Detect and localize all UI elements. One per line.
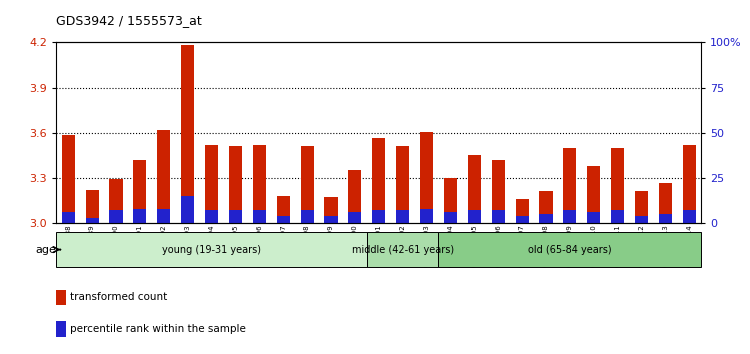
Bar bbox=[277, 196, 290, 223]
Bar bbox=[682, 210, 696, 223]
Text: old (65-84 years): old (65-84 years) bbox=[528, 245, 612, 255]
Bar bbox=[62, 135, 75, 223]
Bar bbox=[372, 138, 386, 223]
Bar bbox=[301, 210, 313, 223]
Text: middle (42-61 years): middle (42-61 years) bbox=[352, 245, 454, 255]
Bar bbox=[635, 216, 648, 223]
Bar bbox=[301, 146, 313, 223]
Bar bbox=[515, 199, 529, 223]
Bar bbox=[86, 190, 99, 223]
Bar bbox=[134, 209, 146, 223]
Bar bbox=[468, 155, 481, 223]
Bar bbox=[253, 145, 266, 223]
Bar bbox=[348, 212, 361, 223]
Bar bbox=[325, 198, 338, 223]
Bar bbox=[181, 46, 194, 223]
Bar bbox=[62, 212, 75, 223]
Bar bbox=[563, 210, 577, 223]
Bar bbox=[611, 148, 624, 223]
Bar bbox=[277, 216, 290, 223]
Bar bbox=[539, 192, 553, 223]
Text: percentile rank within the sample: percentile rank within the sample bbox=[70, 324, 246, 334]
Bar bbox=[367, 232, 439, 267]
Bar bbox=[587, 166, 600, 223]
Bar bbox=[372, 210, 386, 223]
Text: GDS3942 / 1555573_at: GDS3942 / 1555573_at bbox=[56, 14, 202, 27]
Bar bbox=[468, 210, 481, 223]
Bar bbox=[86, 218, 99, 223]
Bar bbox=[56, 232, 367, 267]
Bar bbox=[325, 216, 338, 223]
Bar bbox=[420, 209, 433, 223]
Bar bbox=[229, 146, 242, 223]
Bar bbox=[658, 183, 672, 223]
Bar bbox=[110, 210, 122, 223]
Bar bbox=[444, 178, 457, 223]
Bar bbox=[658, 214, 672, 223]
Bar bbox=[515, 216, 529, 223]
Bar bbox=[539, 214, 553, 223]
Bar bbox=[682, 145, 696, 223]
Text: transformed count: transformed count bbox=[70, 292, 167, 302]
Bar bbox=[396, 146, 410, 223]
Text: young (19-31 years): young (19-31 years) bbox=[162, 245, 261, 255]
Bar bbox=[205, 145, 218, 223]
Bar bbox=[563, 148, 577, 223]
Text: age: age bbox=[35, 245, 56, 255]
Bar bbox=[396, 210, 410, 223]
Bar bbox=[229, 210, 242, 223]
Bar bbox=[158, 130, 170, 223]
Bar bbox=[587, 212, 600, 223]
Bar bbox=[253, 210, 266, 223]
Bar bbox=[181, 196, 194, 223]
Bar bbox=[110, 179, 122, 223]
Bar bbox=[158, 209, 170, 223]
Bar bbox=[439, 232, 701, 267]
Bar bbox=[205, 210, 218, 223]
Bar bbox=[420, 132, 433, 223]
Bar bbox=[348, 170, 361, 223]
Bar bbox=[444, 212, 457, 223]
Bar bbox=[134, 160, 146, 223]
Bar bbox=[492, 210, 505, 223]
Bar bbox=[611, 210, 624, 223]
Bar bbox=[492, 160, 505, 223]
Bar bbox=[635, 192, 648, 223]
